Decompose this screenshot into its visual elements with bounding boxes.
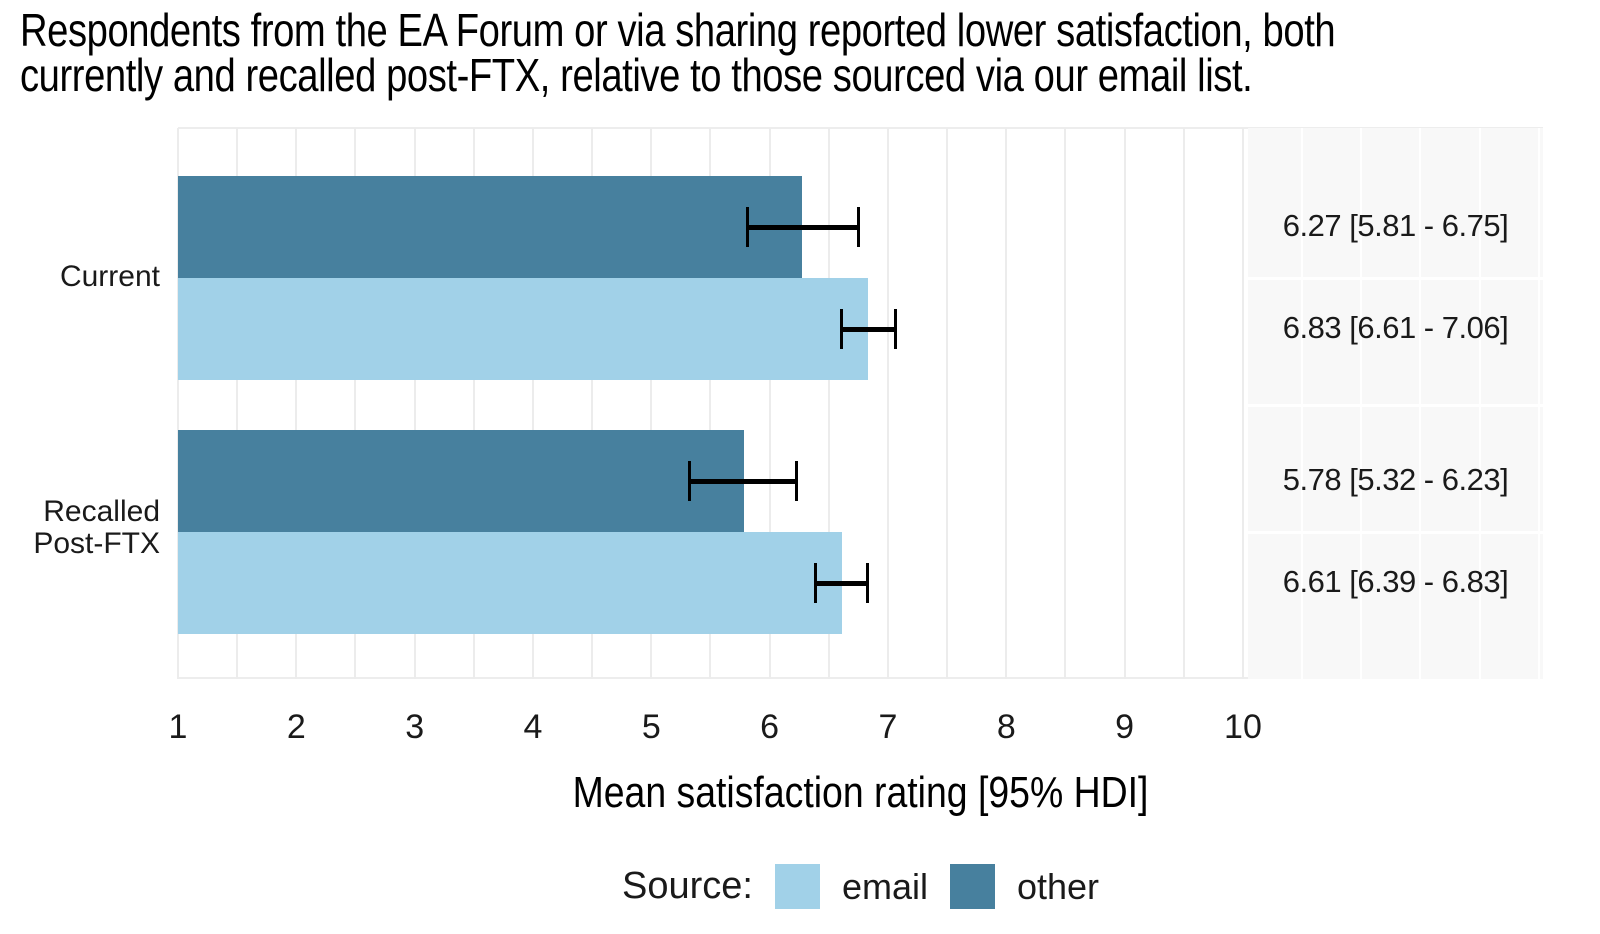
plot-panel-bottom-edge [178,677,1543,679]
hdi-label: 6.61 [6.39 - 6.83] [1282,564,1509,599]
gridline-vertical [768,128,771,679]
hdi-label: 6.83 [6.61 - 7.06] [1282,310,1509,345]
bar-recalled-post-ftx-email [178,532,842,634]
y-axis-label: Recalled Post-FTX [33,495,160,560]
x-tick-label: 3 [405,708,425,746]
error-bar [689,478,797,484]
gridline-vertical [591,128,594,679]
x-tick-label: 10 [1224,708,1262,746]
legend-entry-other: other [949,864,1100,909]
legend: Source: email other [178,864,1543,909]
x-tick-label: 2 [286,708,306,746]
y-axis-label: Current [59,260,160,293]
error-bar [841,326,896,332]
gridline-vertical [1005,128,1008,679]
gridline-vertical [413,128,416,679]
error-bar-cap-low [814,563,818,603]
gridline-vertical [886,128,889,679]
gridline-vertical [354,128,357,679]
gridline-vertical [827,128,830,679]
chart-title-line-2: currently and recalled post-FTX, relativ… [20,49,1253,101]
legend-label: other [1016,865,1100,907]
x-tick-label: 1 [168,708,188,746]
x-tick-label: 5 [641,708,661,746]
gridline-vertical [1123,128,1126,679]
gridline-vertical [1182,128,1185,679]
legend-entry-email: email [774,864,928,909]
error-bar-cap-high [866,563,870,603]
chart-title-line-1: Respondents from the EA Forum or via sha… [20,4,1336,56]
error-bar [815,580,868,586]
gridline-vertical [177,128,179,679]
gridline-horizontal-white [1248,530,1543,534]
legend-swatch-email [774,864,820,909]
gridline-horizontal-white [1248,403,1543,407]
x-tick-label: 6 [760,708,780,746]
gridline-vertical [1241,128,1244,679]
error-bar-cap-high [795,461,799,501]
x-tick-label: 7 [878,708,898,746]
gridline-vertical [236,128,239,679]
gridline-vertical [709,128,712,679]
legend-swatch-other [949,864,995,909]
gridline-vertical [650,128,653,679]
gridline-vertical [295,128,298,679]
x-tick-label: 9 [1115,708,1135,746]
bar-current-other [178,176,802,278]
bar-recalled-post-ftx-other [178,430,744,532]
error-bar-cap-low [840,309,844,349]
error-bar-cap-low [687,461,691,501]
x-axis-title: Mean satisfaction rating [95% HDI] [572,768,1149,817]
x-tick-label: 4 [523,708,543,746]
error-bar-cap-high [856,207,860,247]
plot-panel-top-edge [178,127,1543,129]
legend-label: email [841,865,928,907]
error-bar-cap-low [745,207,749,247]
legend-title: Source: [621,865,753,907]
gridline-vertical [1064,128,1067,679]
bar-current-email [178,278,868,380]
error-bar-cap-high [893,309,897,349]
gridline-vertical [472,128,475,679]
chart-title: Respondents from the EA Forum or via sha… [20,4,1580,101]
gridline-vertical [946,128,949,679]
gridline-vertical [531,128,534,679]
error-bar [747,224,859,230]
x-tick-label: 8 [996,708,1016,746]
gridline-horizontal-white [1248,276,1543,280]
hdi-label: 6.27 [5.81 - 6.75] [1282,208,1509,243]
hdi-label: 5.78 [5.32 - 6.23] [1282,462,1509,497]
